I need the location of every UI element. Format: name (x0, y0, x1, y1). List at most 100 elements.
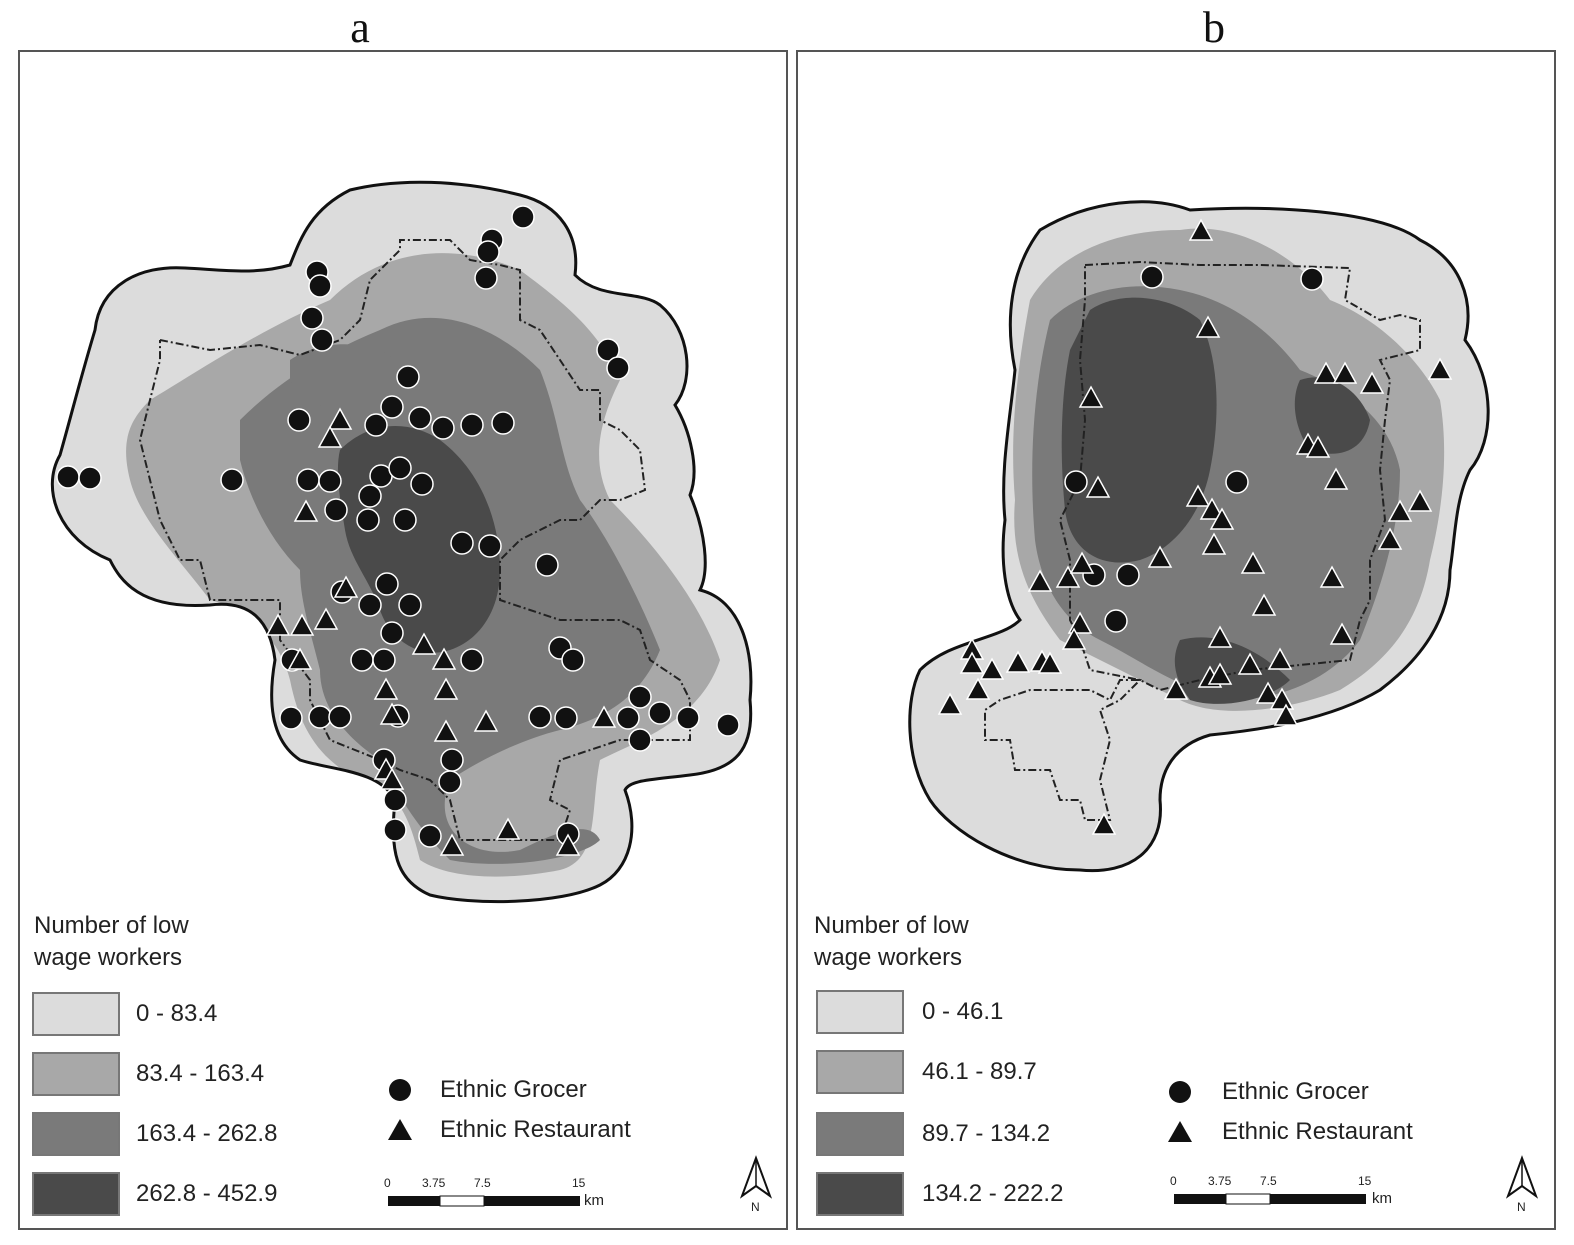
restaurant-marker (591, 705, 617, 728)
panel-b-scale-tick-1: 3.75 (1208, 1174, 1232, 1188)
panel-a-point-symbols (56, 205, 740, 856)
restaurant-marker (555, 833, 581, 856)
grocer-marker (431, 416, 455, 440)
panel-b-scale-tick-3: 15 (1358, 1174, 1372, 1188)
panel-b-city-boundary (984, 260, 1421, 821)
panel-a-scale-tick-2: 7.5 (474, 1176, 491, 1190)
restaurant-marker (1185, 484, 1211, 507)
panel-a-legend-title-line2: wage workers (34, 944, 183, 971)
grocer-marker (380, 395, 404, 419)
grocer-marker (383, 788, 407, 812)
restaurant-marker (379, 702, 405, 725)
panel-a-north-label: N (751, 1200, 760, 1214)
panel-a-scale-bar (388, 1195, 580, 1207)
grocer-marker (388, 456, 412, 480)
grocer-marker (308, 705, 332, 729)
grocer-marker (460, 413, 484, 437)
restaurant-marker (1251, 593, 1277, 616)
restaurant-marker (439, 833, 465, 856)
restaurant-marker (1091, 812, 1117, 835)
grocer-marker (408, 406, 432, 430)
grocer-marker (78, 466, 102, 490)
grocer-marker (279, 706, 303, 730)
restaurant-marker (1255, 681, 1281, 704)
panel-a-grocer-label: Ethnic Grocer (440, 1076, 587, 1103)
panel-a-city-boundary (138, 239, 691, 841)
restaurant-marker (959, 651, 985, 674)
grocer-marker (561, 648, 585, 672)
restaurant-marker (1163, 677, 1189, 700)
panel-b-scale-bar (1174, 1193, 1366, 1205)
restaurant-marker (379, 767, 405, 790)
restaurant-marker (1147, 545, 1173, 568)
panel-a-letter: a (302, 6, 418, 50)
panel-b-point-symbols (937, 218, 1453, 835)
panel-b-swatch-1 (816, 990, 904, 1034)
restaurant-marker (1267, 647, 1293, 670)
restaurant-marker (1237, 652, 1263, 675)
grocer-marker (356, 508, 380, 532)
panel-b-north-arrow-icon (1505, 1155, 1539, 1199)
grocer-marker (535, 553, 559, 577)
grocer-marker (1140, 265, 1164, 289)
grocer-marker (393, 508, 417, 532)
grocer-marker (628, 728, 652, 752)
restaurant-marker (1209, 507, 1235, 530)
restaurant-marker (1407, 489, 1433, 512)
panel-b-class-3: 89.7 - 134.2 (922, 1120, 1051, 1147)
panel-b-buffer-outline (908, 200, 1490, 873)
panel-a-class-4: 262.8 - 452.9 (136, 1180, 278, 1207)
panel-b-scale-tick-0: 0 (1170, 1174, 1177, 1188)
grocer-marker (296, 468, 320, 492)
panel-b-restaurant-label: Ethnic Restaurant (1222, 1118, 1413, 1145)
panel-a-scale-tick-1: 3.75 (422, 1176, 446, 1190)
restaurant-marker (289, 613, 315, 636)
panel-b-class-2: 46.1 - 89.7 (922, 1058, 1037, 1085)
restaurant-marker (373, 677, 399, 700)
restaurant-marker (1037, 651, 1063, 674)
restaurant-marker (1188, 218, 1214, 241)
panel-a-scale-unit: km (584, 1192, 604, 1209)
grocer-marker (418, 824, 442, 848)
restaurant-marker (1313, 361, 1339, 384)
grocer-marker (308, 274, 332, 298)
panel-b-class-1: 0 - 46.1 (922, 998, 1004, 1025)
restaurant-marker (1005, 650, 1031, 673)
grocer-marker (491, 411, 515, 435)
restaurant-marker (1201, 532, 1227, 555)
panel-a-legend-restaurant-icon (388, 1119, 412, 1140)
grocer-marker (380, 621, 404, 645)
panel-b-swatch-4 (816, 1172, 904, 1216)
restaurant-marker (293, 499, 319, 522)
restaurant-marker (937, 692, 963, 715)
panel-a-class-3: 163.4 - 262.8 (136, 1120, 278, 1147)
restaurant-marker (431, 647, 457, 670)
panel-a-north-arrow-icon (739, 1155, 773, 1199)
restaurant-marker (473, 709, 499, 732)
panel-b-scale-unit: km (1372, 1190, 1392, 1207)
restaurant-marker (1377, 527, 1403, 550)
panel-b-grocer-label: Ethnic Grocer (1222, 1078, 1369, 1105)
restaurant-marker (1027, 569, 1053, 592)
grocer-marker (528, 705, 552, 729)
panel-b-legend-restaurant-icon (1168, 1121, 1192, 1142)
panel-b-north-label: N (1517, 1200, 1526, 1214)
grocer-marker (300, 306, 324, 330)
grocer-marker (511, 205, 535, 229)
grocer-marker (358, 593, 382, 617)
restaurant-marker (1329, 622, 1355, 645)
grocer-marker (460, 648, 484, 672)
grocer-marker (606, 356, 630, 380)
restaurant-marker (433, 719, 459, 742)
restaurant-marker (1273, 703, 1299, 726)
restaurant-marker (1387, 499, 1413, 522)
panel-a-buffer-outline (50, 180, 753, 904)
grocer-marker (648, 701, 672, 725)
restaurant-marker (1061, 627, 1087, 650)
grocer-marker (364, 413, 388, 437)
restaurant-marker (1085, 475, 1111, 498)
panel-b-swatch-2 (816, 1050, 904, 1094)
grocer-marker (716, 713, 740, 737)
grocer-marker (450, 531, 474, 555)
